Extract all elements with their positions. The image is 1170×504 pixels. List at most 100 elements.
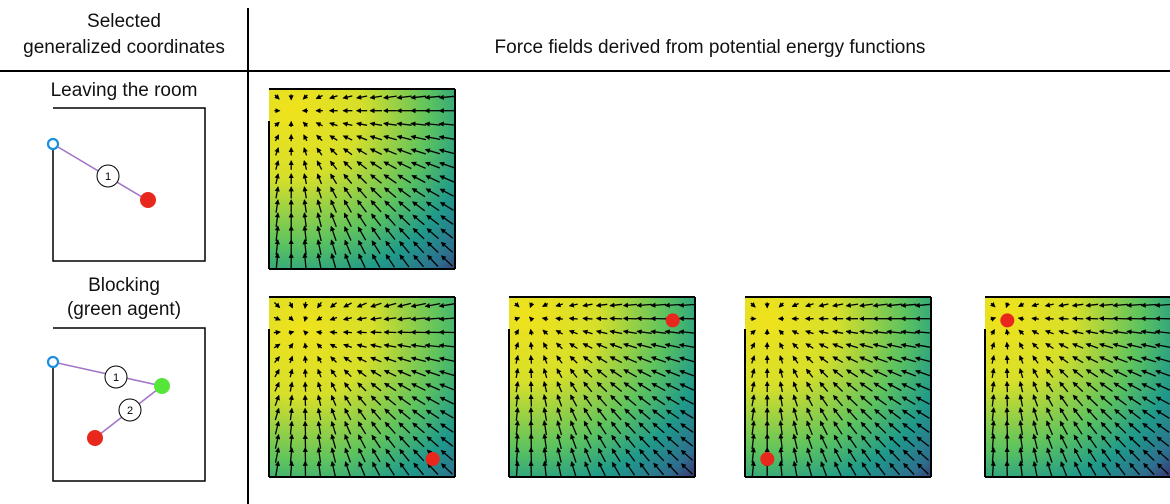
force-arrow — [1127, 369, 1142, 377]
force-arrow — [900, 342, 917, 349]
force-arrow — [833, 420, 843, 435]
force-arrow — [274, 368, 280, 378]
force-arrow — [370, 356, 382, 363]
force-arrow — [570, 407, 578, 421]
force-arrow — [412, 214, 425, 226]
force-arrow — [1085, 302, 1099, 308]
force-arrow — [664, 356, 681, 363]
force-arrow — [792, 381, 799, 393]
force-arrow — [1101, 462, 1112, 476]
force-arrow — [666, 422, 680, 434]
force-arrow — [847, 434, 857, 449]
force-arrow — [273, 343, 281, 349]
force-arrow — [750, 368, 756, 378]
force-arrow — [440, 215, 454, 225]
force-arrow — [595, 302, 608, 308]
force-arrow — [514, 341, 520, 350]
force-arrow — [274, 252, 280, 269]
force-arrow — [1059, 381, 1069, 393]
force-arrow — [1142, 436, 1155, 448]
force-arrow — [665, 383, 680, 391]
force-arrow — [916, 449, 930, 461]
force-arrow — [342, 316, 352, 322]
force-arrow — [568, 329, 578, 335]
force-arrow — [410, 369, 426, 377]
force-arrow — [872, 329, 888, 335]
force-arrow — [750, 394, 756, 407]
force-arrow — [622, 315, 638, 322]
force-arrow — [859, 342, 873, 349]
force-arrow — [343, 160, 353, 170]
force-arrow — [343, 186, 353, 199]
force-arrow — [424, 148, 441, 155]
force-arrow — [611, 448, 621, 463]
force-arrow — [370, 395, 382, 406]
force-arrow — [1004, 380, 1010, 393]
force-arrow — [1031, 302, 1039, 308]
force-arrow — [317, 368, 322, 378]
force-arrow — [638, 408, 651, 420]
force-arrow — [1059, 407, 1069, 421]
force-arrow — [383, 302, 397, 308]
force-arrow — [584, 447, 592, 463]
force-arrow — [316, 447, 322, 463]
force-arrow — [1058, 355, 1069, 364]
force-arrow — [383, 161, 397, 170]
force-arrow — [861, 435, 872, 448]
force-arrow — [846, 394, 858, 407]
force-arrow — [542, 380, 548, 393]
force-arrow — [358, 253, 366, 269]
force-arrow — [426, 214, 440, 226]
force-arrow — [426, 422, 440, 434]
force-arrow — [990, 380, 996, 393]
force-arrow — [990, 341, 996, 350]
force-arrow — [1045, 342, 1054, 350]
force-arrow — [413, 254, 424, 268]
force-arrow — [356, 148, 368, 156]
force-arrow — [316, 199, 322, 213]
force-arrow — [610, 421, 622, 435]
force-arrow — [302, 368, 308, 378]
force-arrow — [439, 396, 454, 405]
force-arrow — [424, 94, 441, 100]
force-arrow — [1085, 381, 1099, 393]
force-arrow — [514, 447, 520, 463]
force-arrow — [356, 186, 367, 199]
force-arrow — [860, 408, 873, 420]
force-arrow — [370, 369, 382, 377]
force-arrow — [317, 301, 323, 309]
force-arrow — [288, 342, 294, 349]
force-arrow — [875, 448, 886, 462]
force-arrow — [888, 409, 902, 420]
force-arrow — [678, 356, 695, 363]
force-arrow — [1086, 394, 1099, 407]
force-arrow — [1112, 342, 1128, 349]
force-arrow — [872, 369, 888, 378]
force-arrow — [357, 421, 367, 435]
force-arrow — [514, 316, 521, 322]
force-arrow — [316, 212, 322, 228]
force-arrow — [439, 188, 454, 197]
force-arrow — [778, 420, 784, 435]
force-arrow — [1156, 436, 1170, 447]
force-arrow — [1141, 396, 1156, 406]
force-arrow — [288, 407, 294, 421]
force-arrow — [342, 135, 353, 141]
force-arrow — [383, 134, 397, 141]
force-arrow — [302, 173, 308, 185]
force-arrow — [900, 356, 917, 363]
force-arrow — [680, 436, 694, 447]
column-divider — [247, 8, 249, 504]
force-arrow — [792, 355, 799, 364]
force-arrow — [427, 254, 439, 267]
force-arrow — [1072, 381, 1084, 393]
force-arrow — [556, 407, 563, 421]
force-arrow — [410, 356, 426, 363]
force-arrow — [1058, 343, 1069, 349]
red-agent-position — [665, 313, 680, 328]
force-arrow — [582, 355, 593, 364]
force-arrow — [639, 448, 650, 462]
force-arrow — [412, 201, 426, 212]
force-arrow — [583, 368, 593, 378]
force-arrow — [792, 447, 798, 463]
